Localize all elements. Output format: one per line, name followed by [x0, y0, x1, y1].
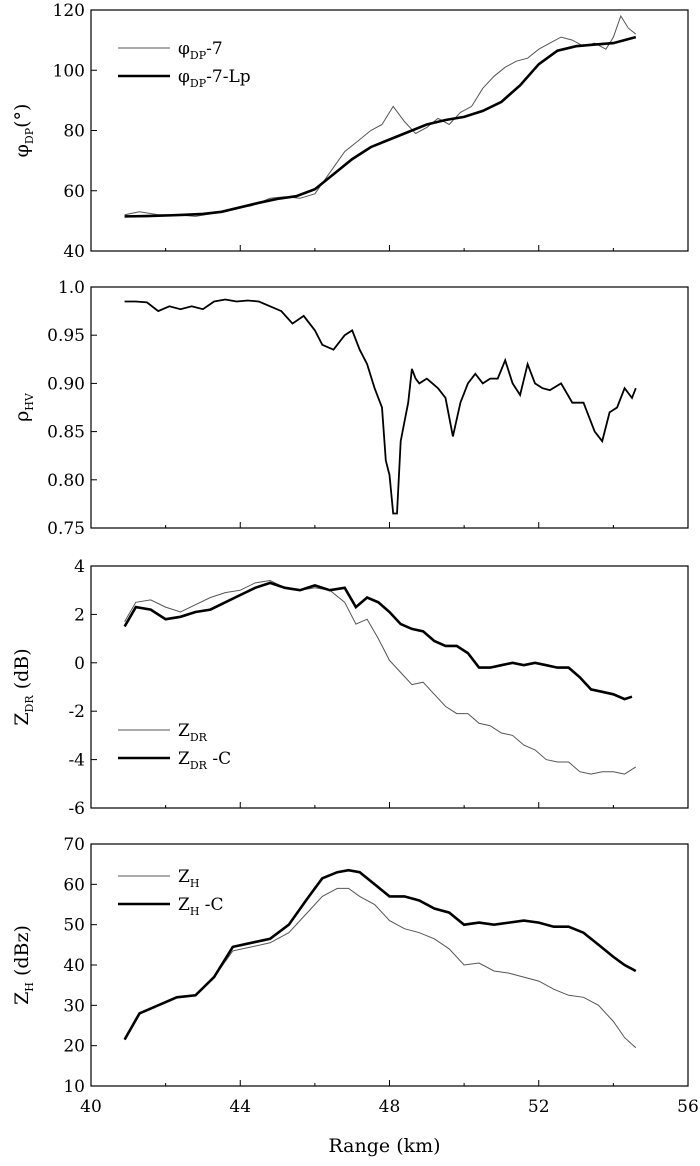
x-axis-label: Range (km) — [328, 1135, 440, 1157]
y-tick-label: -2 — [68, 702, 85, 722]
series-line-1 — [124, 14, 637, 217]
y-tick-label: 50 — [63, 916, 85, 936]
y-tick-label: 0.90 — [47, 374, 85, 394]
series-line-1 — [124, 579, 637, 775]
panel-4: 10 20 30 40 50 60 70 ZH (dBz) ZH ZH -C 40 44 48 52 56 R… — [11, 835, 699, 1157]
y-tick-label: -4 — [68, 751, 85, 771]
series-line-2 — [123, 868, 637, 1041]
plot-frame — [90, 286, 689, 529]
panel-2: 0.75 0.80 0.85 0.90 0.95 1.0 ρHV — [11, 278, 689, 539]
x-tick-label: 52 — [528, 1097, 550, 1117]
x-tick-label: 56 — [677, 1097, 699, 1117]
legend-label-2: φDP-7-Lp — [178, 67, 251, 90]
y-tick-label: 60 — [63, 875, 85, 895]
y-tick-label: 100 — [53, 61, 85, 81]
legend-label-2: ZH -C — [178, 895, 224, 918]
y-tick-label: 40 — [63, 242, 85, 262]
x-tick-label: 48 — [379, 1097, 401, 1117]
y-tick-label: 1.0 — [58, 278, 85, 298]
y-tick-label: 0 — [74, 654, 85, 674]
panel-1: 40 60 80 100 120 φDP(°) φDP-7 φDP-7-Lp — [11, 1, 689, 262]
y-tick-label: 0.75 — [47, 519, 85, 539]
legend-label-1: ZH — [178, 867, 199, 890]
y-axis-label: ZDR (dB) — [11, 648, 36, 725]
y-tick-label: 20 — [63, 1037, 85, 1057]
series-line-2 — [124, 35, 637, 218]
x-tick-label: 44 — [229, 1097, 251, 1117]
panel-3: -6 -4 -2 0 2 4 ZDR (dB) ZDR ZDR -C — [11, 557, 689, 819]
y-axis-label: ZH (dBz) — [11, 925, 36, 1005]
y-tick-label: 10 — [63, 1077, 85, 1097]
y-tick-label: 60 — [63, 182, 85, 202]
y-tick-label: 70 — [63, 835, 85, 855]
y-tick-label: 80 — [63, 122, 85, 142]
y-tick-label: 120 — [53, 1, 85, 21]
y-axis-label: φDP(°) — [11, 104, 36, 158]
x-tick-label: 40 — [80, 1097, 102, 1117]
series-line-1 — [124, 298, 637, 515]
legend-label-1: φDP-7 — [178, 39, 223, 62]
legend-label-2: ZDR -C — [178, 749, 231, 772]
plot-frame — [90, 565, 689, 809]
y-tick-label: 4 — [74, 557, 85, 577]
y-tick-label: 0.95 — [47, 326, 85, 346]
y-tick-label: 30 — [63, 996, 85, 1016]
y-tick-label: 40 — [63, 956, 85, 976]
y-tick-label: 0.85 — [47, 423, 85, 443]
legend-label-1: ZDR — [178, 721, 208, 744]
y-tick-label: -6 — [68, 799, 85, 819]
y-tick-label: 2 — [74, 605, 85, 625]
y-axis-label: ρHV — [11, 392, 36, 422]
y-tick-label: 0.80 — [47, 471, 85, 491]
series-line-2 — [123, 581, 633, 701]
